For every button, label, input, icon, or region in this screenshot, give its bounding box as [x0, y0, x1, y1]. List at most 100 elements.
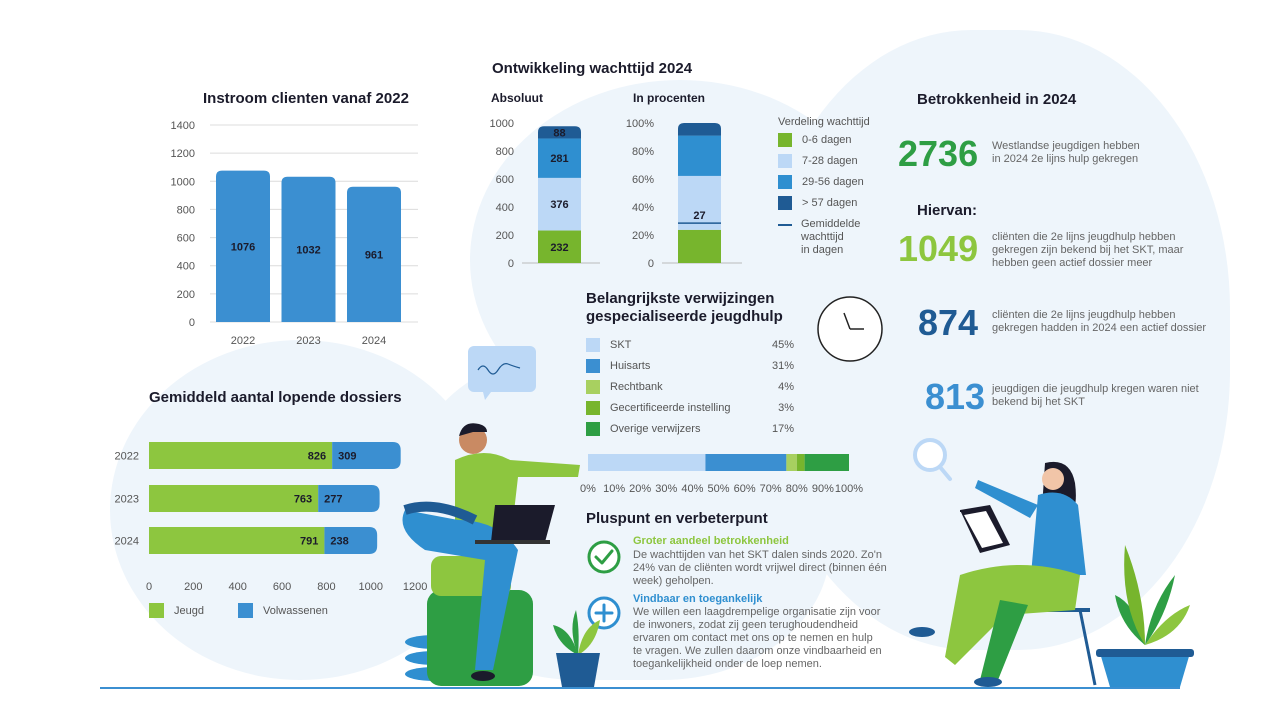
referral-pct: 4% — [778, 381, 794, 393]
title-procenten: In procenten — [633, 91, 706, 105]
y-tick-label: 0 — [508, 258, 514, 270]
title-hiervan: Hiervan: — [917, 202, 978, 219]
verbeterpunt-line: ervaren om contact met ons op te nemen e… — [633, 632, 873, 644]
dossier-legend-item: Volwassenen — [238, 603, 328, 618]
stacked-segment — [678, 229, 721, 263]
stat-line: bekend bij het SKT — [992, 396, 1085, 408]
title-betrokkenheid: Betrokkenheid in 2024 — [917, 91, 1077, 108]
legend-swatch — [778, 133, 792, 147]
x-tick-label: 400 — [229, 581, 247, 593]
referral-pct: 31% — [771, 360, 794, 372]
stacked-segment — [786, 454, 797, 471]
bar — [216, 170, 270, 322]
bar-value-label: 763 — [294, 494, 312, 506]
bar — [281, 176, 336, 322]
verbeterpunt-line: de inwoners, zodat zij geen terughoudend… — [633, 619, 859, 631]
y-tick-label: 100% — [626, 118, 654, 130]
title-verwijzingen-1: Belangrijkste verwijzingen — [586, 290, 775, 307]
stat-line: cliënten die 2e lijns jeugdhulp hebben — [992, 309, 1176, 321]
verbeterpunt-line: toegankelijkheid onder de loep nemen. — [633, 658, 822, 670]
legend-label: Volwassenen — [263, 604, 328, 617]
referral-pct: 45% — [771, 339, 794, 351]
y-tick-label: 1000 — [490, 118, 514, 130]
bar — [347, 186, 401, 322]
y-tick-label: 200 — [496, 230, 514, 242]
stat-line: hebben geen actief dossier meer — [992, 257, 1153, 269]
stacked-segment — [678, 175, 721, 230]
stat-text: cliënten die 2e lijns jeugdhulp hebben ge… — [992, 309, 1206, 335]
pluspunt-line: De wachttijden van het SKT dalen sinds 2… — [633, 549, 882, 561]
wacht-legend-item: 29-56 dagen — [778, 175, 864, 189]
y-tick-label: 600 — [496, 174, 514, 186]
segment-value-label: 232 — [550, 242, 568, 254]
stacked-segment — [705, 454, 787, 471]
referral-label: Huisarts — [610, 360, 651, 372]
bar-value-label: 961 — [365, 249, 383, 261]
x-tick-label: 600 — [273, 581, 291, 593]
legend-swatch — [586, 338, 600, 352]
gemiddelde-label-3: in dagen — [801, 244, 844, 256]
stat-text: cliënten die 2e lijns jeugdhulp hebben ge… — [992, 231, 1183, 270]
ground-line — [100, 687, 1180, 689]
x-tick-label: 800 — [317, 581, 335, 593]
x-tick-label: 100% — [835, 483, 863, 495]
stat-line: gekregen zijn bekend bij het SKT, maar — [992, 244, 1184, 256]
referral-pct: 17% — [771, 423, 794, 435]
pluspunt-line: 24% van de cliënten wordt vrijwel direct… — [633, 562, 887, 574]
segment-value-label: 281 — [550, 153, 568, 165]
stacked-segment — [804, 454, 849, 471]
x-tick-label: 80% — [786, 483, 808, 495]
legend-swatch — [149, 603, 164, 618]
stat-text: jeugdigen die jeugdhulp kregen waren nie… — [992, 383, 1199, 409]
gemiddelde-value-label: 27 — [693, 210, 705, 222]
x-tick-label: 0% — [580, 483, 596, 495]
stacked-segment — [678, 135, 721, 176]
x-tick-label: 200 — [184, 581, 202, 593]
pluspunt-body: De wachttijden van het SKT dalen sinds 2… — [633, 549, 895, 588]
x-tick-label: 50% — [707, 483, 729, 495]
verbeterpunt-line: We willen een laagdrempelige organisatie… — [633, 606, 881, 618]
y-tick-label: 1400 — [171, 120, 195, 132]
bar-value-label: 826 — [308, 451, 326, 463]
referral-label: Rechtbank — [610, 381, 663, 393]
y-tick-label: 80% — [632, 146, 654, 158]
bar-volwassenen — [324, 527, 378, 554]
x-tick-label: 2022 — [231, 335, 255, 347]
x-tick-label: 40% — [681, 483, 703, 495]
verbeterpunt-heading: Vindbaar en toegankelijk — [633, 593, 763, 605]
x-tick-label: 1000 — [358, 581, 382, 593]
verbeterpunt-body: We willen een laagdrempelige organisatie… — [633, 606, 895, 671]
y-tick-label: 60% — [632, 174, 654, 186]
chart-dossiers: 0 200 400 600 800 1000 1200 2022 826 309 2023 763 27… — [115, 442, 427, 593]
x-tick-label: 0 — [146, 581, 152, 593]
stacked-segment — [538, 177, 581, 231]
x-tick-label: 10% — [603, 483, 625, 495]
chart-absoluut: 0 200 400 600 800 1000 232 376 281 88 — [490, 118, 600, 270]
title-verwijzingen-2: gespecialiseerde jeugdhulp — [586, 308, 783, 325]
segment-value-label: 376 — [550, 199, 568, 211]
wacht-legend-item: > 57 dagen — [778, 196, 857, 210]
title-instroom: Instroom clienten vanaf 2022 — [203, 90, 409, 107]
gemiddelde-label-1: Gemiddelde — [801, 218, 861, 230]
stacked-segment — [538, 138, 581, 178]
bar-volwassenen — [318, 485, 380, 512]
stat-line: cliënten die 2e lijns jeugdhulp hebben — [992, 231, 1176, 243]
illustration-man-with-laptop — [402, 346, 580, 686]
illustration-woman-with-laptop — [909, 438, 1194, 687]
verbeterpunt-line: te vragen. We zullen daarom onze vindbaa… — [633, 645, 882, 657]
legend-label: 7-28 dagen — [802, 155, 858, 167]
bar-jeugd — [149, 527, 325, 554]
wacht-legend-title: Verdeling wachttijd — [778, 116, 870, 128]
x-tick-label: 20% — [629, 483, 651, 495]
bar-value-label: 238 — [330, 536, 348, 548]
bar-jeugd — [149, 485, 319, 512]
x-tick-label: 60% — [734, 483, 756, 495]
referral-row: Gecertificeerde instelling 3% — [586, 401, 794, 415]
legend-label: 0-6 dagen — [802, 134, 852, 146]
stat-line: gekregen hadden in 2024 een actief dossi… — [992, 322, 1207, 334]
bar-value-label: 277 — [324, 494, 342, 506]
referral-label: SKT — [610, 339, 632, 351]
legend-swatch — [778, 196, 792, 210]
stat-value: 1049 — [898, 228, 979, 269]
magnifier-icon — [913, 438, 952, 481]
